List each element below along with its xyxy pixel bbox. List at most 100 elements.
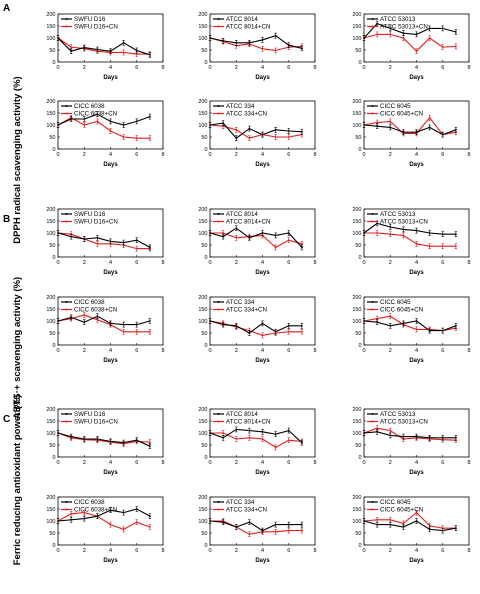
data-point xyxy=(235,236,238,239)
data-point xyxy=(148,320,151,322)
y-tick-label: 50 xyxy=(355,443,361,449)
x-tick-label: 0 xyxy=(362,152,365,158)
legend-label: ATCC 53013 xyxy=(380,411,416,418)
x-tick-label: 6 xyxy=(287,460,290,466)
x-tick-label: 4 xyxy=(109,152,112,158)
data-point xyxy=(222,432,225,434)
y-tick-label: 50 xyxy=(49,531,55,537)
data-point xyxy=(300,242,303,245)
series-line-cn xyxy=(57,232,150,250)
data-point xyxy=(83,321,86,324)
y-tick-label: 150 xyxy=(46,419,55,425)
data-point xyxy=(454,324,457,327)
x-tick-label: 0 xyxy=(362,260,365,266)
legend-marker xyxy=(65,105,68,107)
x-tick-label: 8 xyxy=(313,65,316,71)
x-tick-label: 8 xyxy=(313,548,316,554)
x-tick-label: 2 xyxy=(235,65,238,71)
y-tick-label: 200 xyxy=(46,207,55,213)
legend-label: ATCC 8014+CN xyxy=(226,24,270,31)
legend-marker xyxy=(371,112,374,115)
legend-label: ATCC 53013+CN xyxy=(380,219,428,226)
legend-label: ATCC 53013+CN xyxy=(380,419,428,426)
data-point xyxy=(389,120,392,123)
series-line-cn xyxy=(210,232,303,249)
data-point xyxy=(287,136,290,138)
x-tick-label: 6 xyxy=(287,152,290,158)
data-point xyxy=(222,521,225,524)
data-point xyxy=(287,529,290,532)
data-point xyxy=(261,232,264,234)
legend-marker xyxy=(217,220,220,223)
data-point xyxy=(441,27,444,30)
x-tick-label: 6 xyxy=(135,548,138,554)
x-tick-label: 6 xyxy=(287,260,290,266)
y-tick-label: 0 xyxy=(52,255,55,261)
series-line-control xyxy=(209,428,303,444)
data-point xyxy=(300,47,303,50)
x-axis-title: Days xyxy=(255,162,270,168)
x-tick-label: 2 xyxy=(83,260,86,266)
data-point xyxy=(454,45,457,48)
legend-label: ATCC 53013 xyxy=(380,16,416,23)
x-tick-label: 2 xyxy=(83,348,86,354)
x-tick-label: 8 xyxy=(467,152,470,158)
y-tick-label: 200 xyxy=(198,12,207,18)
data-point xyxy=(274,34,277,37)
y-tick-label: 100 xyxy=(46,431,55,437)
data-point xyxy=(402,131,405,134)
data-point xyxy=(376,430,379,433)
legend-label: ATCC 334 xyxy=(226,499,255,506)
data-point xyxy=(441,436,444,439)
legend-marker xyxy=(65,508,68,511)
data-point xyxy=(83,238,86,240)
data-point xyxy=(96,318,99,321)
y-tick-label: 200 xyxy=(198,407,207,413)
data-point xyxy=(287,232,290,234)
data-point xyxy=(274,136,277,138)
data-point xyxy=(122,51,125,54)
y-tick-label: 150 xyxy=(352,507,361,513)
x-tick-label: 0 xyxy=(208,348,211,354)
data-point xyxy=(428,245,431,248)
data-point xyxy=(222,436,225,439)
y-tick-label: 200 xyxy=(198,207,207,213)
data-point xyxy=(402,526,405,528)
data-point xyxy=(209,320,211,322)
y-axis-title: ABTS·+ scavenging activity (%) xyxy=(12,277,23,419)
x-axis-title: Days xyxy=(103,162,118,168)
y-tick-label: 200 xyxy=(352,99,361,105)
y-axis-title: Ferric reducing antioxidant power (%) xyxy=(12,395,23,566)
legend-marker xyxy=(65,301,68,303)
data-point xyxy=(300,441,303,444)
legend-marker xyxy=(217,105,220,107)
data-point xyxy=(109,240,112,243)
y-tick-label: 150 xyxy=(352,219,361,225)
x-tick-label: 4 xyxy=(109,348,112,354)
legend-label: SWFU D16 xyxy=(74,16,106,23)
x-tick-label: 0 xyxy=(208,260,211,266)
series-line-cn xyxy=(209,124,302,139)
series-line-control xyxy=(57,508,151,522)
data-point xyxy=(428,232,431,234)
data-point xyxy=(122,41,125,44)
y-tick-label: 200 xyxy=(352,407,361,413)
y-tick-label: 200 xyxy=(352,207,361,213)
data-point xyxy=(109,509,112,512)
legend-marker xyxy=(65,213,68,215)
x-tick-label: 6 xyxy=(441,548,444,554)
x-tick-label: 0 xyxy=(56,460,59,466)
series-line-control xyxy=(363,431,456,439)
y-tick-label: 150 xyxy=(352,24,361,30)
data-point xyxy=(235,128,238,131)
legend-marker xyxy=(371,308,374,311)
x-tick-label: 8 xyxy=(313,348,316,354)
x-tick-label: 4 xyxy=(415,460,418,466)
data-point xyxy=(415,435,418,438)
data-point xyxy=(274,433,277,436)
y-tick-label: 0 xyxy=(204,147,207,153)
